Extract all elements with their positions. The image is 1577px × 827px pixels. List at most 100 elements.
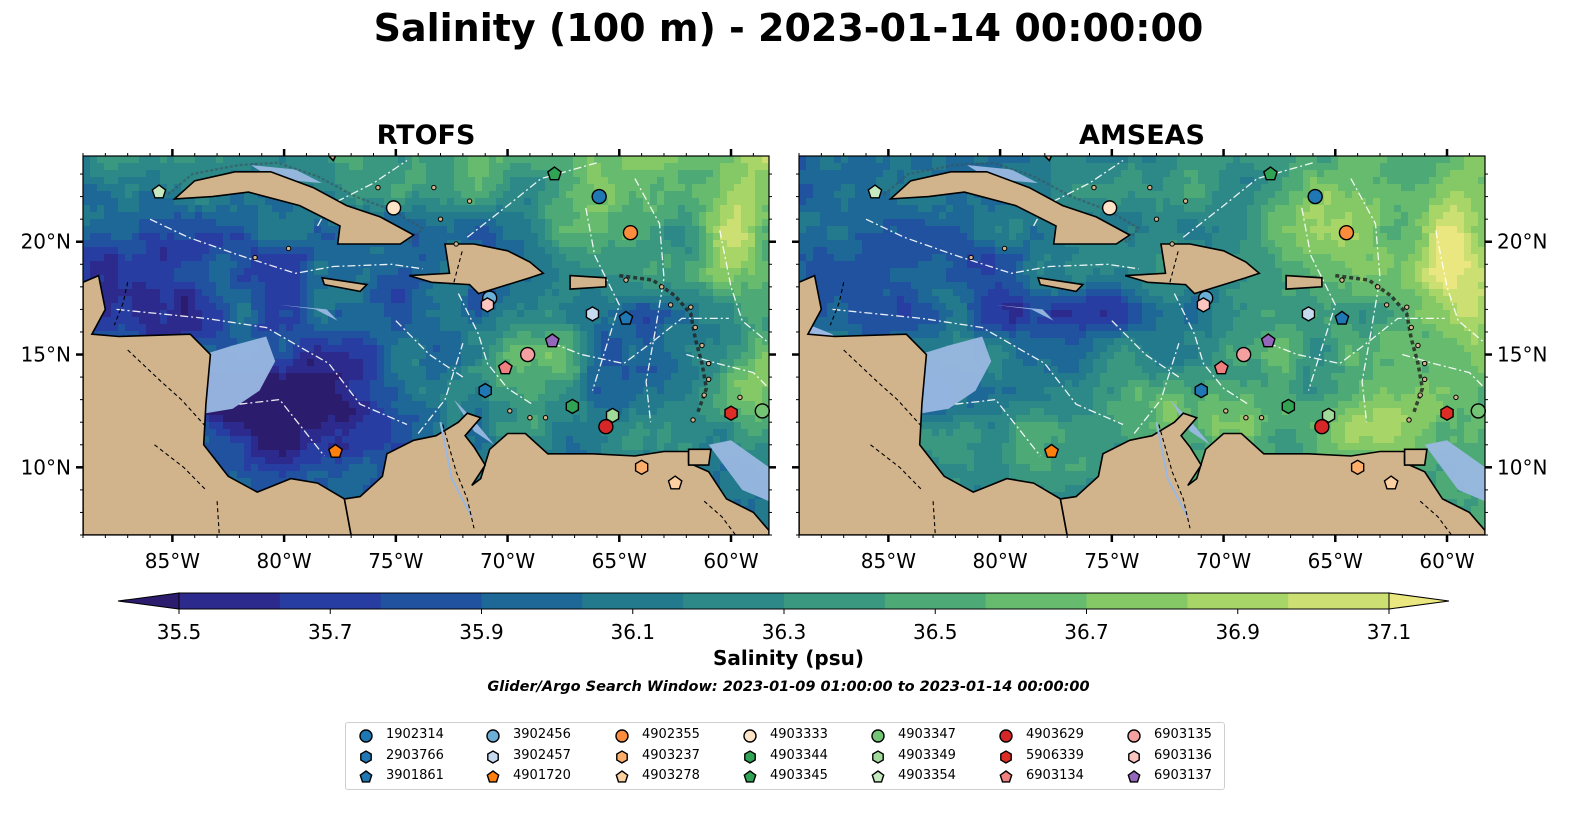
float-marker-4903278 [667,475,683,490]
legend-marker-icon [999,729,1013,743]
colorbar-tick-label: 36.3 [762,620,807,644]
land-jamaica [1036,276,1085,293]
float-marker-5906339 [724,405,738,422]
colorbar-segment [179,593,281,609]
figure-title: Salinity (100 m) - 2023-01-14 00:00:00 [373,6,1204,50]
float-marker-6903137 [1260,333,1276,348]
colorbar-extend-low [117,592,180,610]
legend-label: 6903137 [1154,768,1212,783]
float-marker-4903354 [867,184,883,199]
legend-marker-icon [359,729,373,743]
land-trinidad [687,448,712,466]
colorbar-tick-label: 36.5 [913,620,958,644]
land-puerto-rico [1285,274,1323,290]
float-marker-2903766 [1194,382,1208,399]
legend-marker-icon [615,729,629,743]
colorbar-segment [1288,593,1390,609]
lon-tick-label: 70°W [480,549,535,573]
legend-marker-icon [616,749,628,764]
colorbar-label: Salinity (psu) [712,646,864,670]
legend-label: 2903766 [386,747,444,763]
lat-tick-label: 15°N [21,343,71,367]
float-legend: 1902314 2903766 3901861 3902456 3902457 49017… [345,722,1225,790]
lon-tick-label: 80°W [972,549,1027,573]
colorbar-extend-high [1388,592,1450,610]
legend-label: 4903345 [770,768,828,783]
colorbar-segment [481,593,583,609]
colorbar-segment [1187,593,1289,609]
legend-marker-icon [1127,770,1141,783]
legend-marker-icon [743,770,757,783]
colorbar-segment [380,593,482,609]
legend-label: 4903333 [770,727,828,742]
float-marker-6903136 [1196,297,1211,313]
colorbar-segment [1086,593,1188,609]
lon-tick-label: 75°W [368,549,423,573]
float-marker-4903345 [1262,166,1278,181]
search-window-note: Glider/Argo Search Window: 2023-01-09 01… [487,679,1090,695]
panel-title-amseas: AMSEAS [1079,120,1205,151]
lon-tick-label: 65°W [1308,549,1363,573]
float-marker-3902457 [1301,306,1316,322]
legend-marker-icon [872,749,884,764]
float-marker-3902457 [585,306,600,322]
float-marker-4903349 [1321,407,1336,424]
float-marker-3901861 [1334,310,1350,325]
float-marker-6903135 [519,346,536,363]
colorbar-segment [884,593,987,609]
panel-title-rtofs: RTOFS [376,120,476,151]
map-field-amseas [799,156,1485,535]
lon-tick-label: 85°W [861,549,916,573]
map-field-rtofs [83,156,769,535]
lon-tick-label: 60°W [703,549,758,573]
float-marker-5906339 [1440,405,1454,422]
land-hispaniola [1124,243,1261,295]
float-marker-4902355 [1338,225,1355,241]
colorbar-tick-label: 35.9 [459,620,504,644]
colorbar-tick-label: 35.5 [157,620,202,644]
legend-label: 6903135 [1154,727,1212,742]
legend-marker-icon [359,770,373,783]
land-puerto-rico [569,274,607,290]
legend-marker-icon [871,729,885,743]
land-south-america [343,412,769,535]
lat-tick-label: 15°N [1497,343,1547,367]
legend-label: 3902456 [513,727,571,742]
land-hispaniola [408,243,545,295]
float-marker-4903629 [1314,419,1330,435]
lat-tick-label: 10°N [1497,455,1547,479]
float-marker-4903333 [385,200,402,216]
float-marker-1902314 [591,188,607,205]
land-south-america [1059,412,1485,535]
float-marker-6903134 [497,360,513,375]
lat-tick-label: 20°N [1497,230,1547,254]
colorbar-tick-label: 36.9 [1215,620,1260,644]
lon-tick-label: 80°W [256,549,311,573]
colorbar-tick-label: 37.1 [1367,620,1412,644]
lon-tick-label: 70°W [1196,549,1251,573]
colorbar-segment [279,593,382,609]
colorbar-segment [985,593,1087,609]
legend-label: 4903278 [642,768,700,783]
legend-marker-icon [999,770,1013,783]
legend-label: 4903237 [642,747,700,763]
legend-label: 4903347 [898,727,956,742]
land-cuba [172,171,416,245]
float-marker-4903354 [151,184,167,199]
legend-marker-icon [1128,749,1140,764]
float-marker-4903629 [598,419,614,435]
legend-label: 6903134 [1026,768,1084,783]
legend-label: 3901861 [386,768,444,783]
legend-marker-icon [486,770,500,783]
legend-marker-icon [486,729,500,743]
legend-label: 6903136 [1154,747,1212,763]
land-andros [1043,156,1053,162]
legend-label: 4903349 [898,747,956,763]
lat-tick-label: 10°N [21,455,71,479]
map-amseas: 85°W 80°W 75°W 70°W 65°W 60°W 20°N 15°N 10°N [792,149,1547,573]
legend-label: 3902457 [513,747,571,763]
land-andros [327,156,337,162]
legend-label: 4903354 [898,768,956,783]
legend-marker-icon [744,749,756,764]
float-marker-4903344 [1281,398,1296,415]
